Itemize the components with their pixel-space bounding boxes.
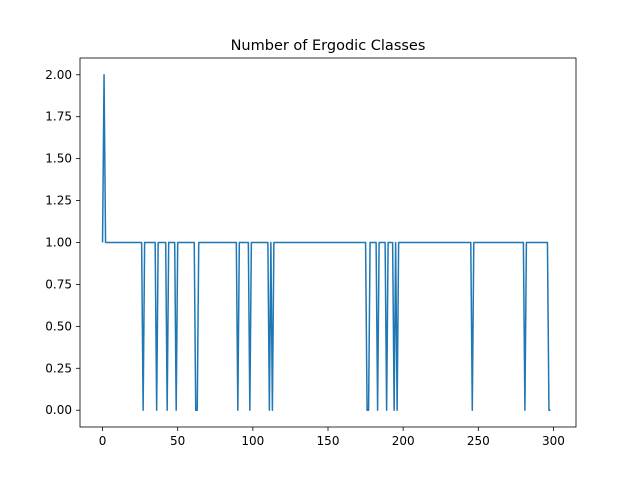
y-tick-label: 1.00 — [45, 236, 72, 250]
x-tick-label: 200 — [392, 434, 415, 448]
y-tick-label: 0.75 — [45, 277, 72, 291]
x-tick-label: 0 — [99, 434, 107, 448]
y-tick-label: 0.00 — [45, 403, 72, 417]
y-tick-label: 1.50 — [45, 152, 72, 166]
y-axis: 0.00 0.25 0.50 0.75 1.00 1.25 1.50 1.75 2.00 — [45, 68, 80, 417]
chart-title: Number of Ergodic Classes — [231, 38, 426, 54]
x-tick-label: 100 — [241, 434, 264, 448]
series-line — [101, 74, 551, 411]
x-tick-label: 300 — [542, 434, 565, 448]
y-tick-label: 1.75 — [45, 110, 72, 124]
y-tick-label: 0.25 — [45, 361, 72, 375]
y-tick-label: 0.50 — [45, 319, 72, 333]
y-tick-label: 1.25 — [45, 194, 72, 208]
x-tick-label: 150 — [317, 434, 340, 448]
x-tick-label: 50 — [170, 434, 185, 448]
x-tick-label: 250 — [467, 434, 490, 448]
x-axis: 0 50 100 150 200 250 300 — [99, 427, 565, 448]
y-tick-label: 2.00 — [45, 68, 72, 82]
